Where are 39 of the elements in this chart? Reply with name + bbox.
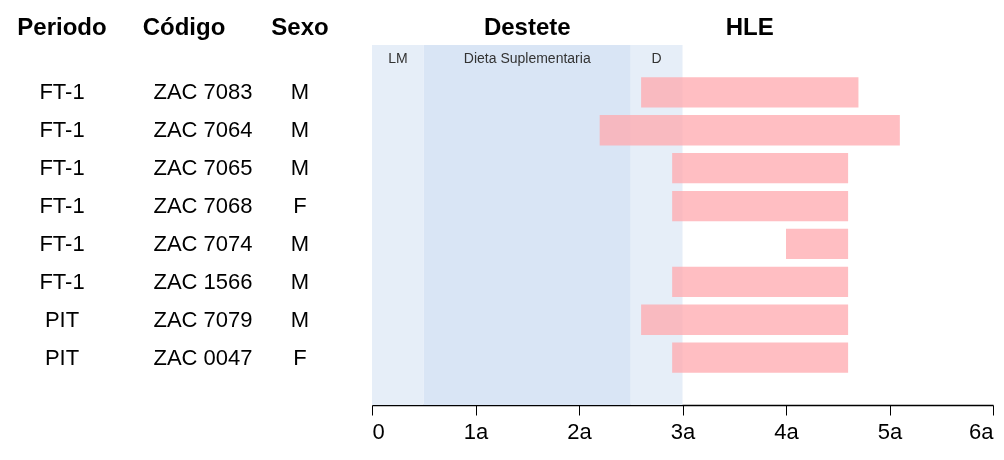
y-tick-label: ZAC 0047 xyxy=(153,344,253,370)
text: FT-1 xyxy=(39,155,85,181)
text: Destete xyxy=(483,13,571,40)
text: FT-1 xyxy=(39,79,85,105)
x-tick-label: 5a xyxy=(877,418,903,444)
band-label: D xyxy=(651,50,662,66)
text: FT-1 xyxy=(39,268,85,294)
text: Periodo xyxy=(17,13,107,40)
y-tick-label: ZAC 7065 xyxy=(153,155,253,181)
text: F xyxy=(293,193,307,219)
series-label: HLE xyxy=(725,13,774,40)
text: FT-1 xyxy=(39,117,85,143)
x-tick-label: 4a xyxy=(774,418,800,444)
y-tick-label: ZAC 7083 xyxy=(153,79,253,105)
text: FT-1 xyxy=(39,230,85,256)
text: FT-1 xyxy=(39,193,85,219)
x-tick-label: 0 xyxy=(372,418,385,444)
x-tick-label: 3a xyxy=(670,418,696,444)
text: M xyxy=(290,230,310,256)
text: PIT xyxy=(44,344,80,370)
text: M xyxy=(290,79,310,105)
text: M xyxy=(290,306,310,332)
y-tick-label: ZAC 7079 xyxy=(153,306,253,332)
band-label: LM xyxy=(388,50,408,66)
x-tick-label: 6a xyxy=(969,418,995,444)
y-tick-label: ZAC 7074 xyxy=(153,230,253,256)
x-tick-label: 2a xyxy=(567,418,593,444)
text: Sexo xyxy=(271,13,329,40)
y-tick-label: ZAC 7064 xyxy=(153,117,253,143)
text: PIT xyxy=(44,306,80,332)
text: M xyxy=(290,268,310,294)
x-tick-label: 1a xyxy=(463,418,489,444)
text: F xyxy=(293,344,307,370)
y-axis-title: Código xyxy=(142,13,226,40)
y-tick-label: ZAC 1566 xyxy=(153,268,253,294)
text: M xyxy=(290,155,310,181)
text: M xyxy=(290,117,310,143)
band-label: Dieta Suplementaria xyxy=(463,50,591,66)
y-tick-label: ZAC 7068 xyxy=(153,193,253,219)
